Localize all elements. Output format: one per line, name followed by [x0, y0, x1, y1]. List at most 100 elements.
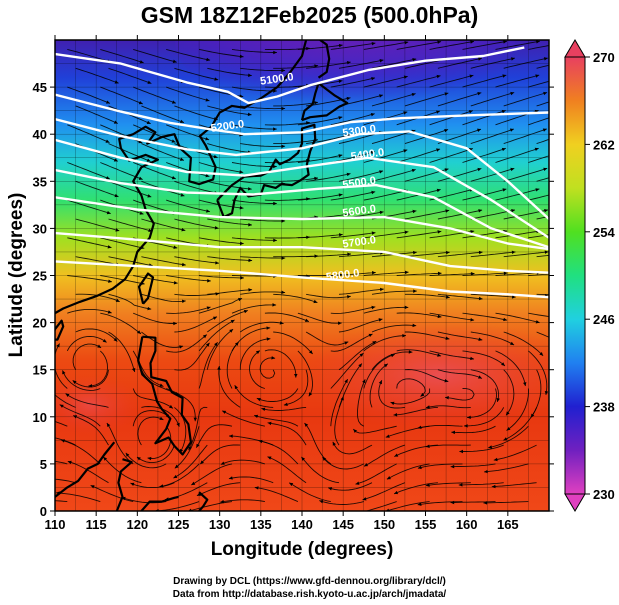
credit-drawing: Drawing by DCL (https://www.gfd-dennou.o… — [173, 576, 446, 587]
streamline — [328, 482, 373, 491]
streamline — [191, 463, 233, 486]
streamline-arrow — [248, 288, 253, 292]
streamline — [188, 406, 208, 451]
streamline — [425, 405, 471, 409]
streamline-arrow — [353, 429, 358, 433]
streamline-arrow — [202, 334, 207, 339]
streamline-arrow — [114, 193, 119, 198]
streamline-arrow — [379, 170, 384, 174]
streamline-arrow — [273, 238, 277, 243]
streamline — [273, 177, 319, 182]
streamline-arrow — [551, 115, 555, 118]
streamline — [108, 143, 151, 162]
streamline — [425, 444, 471, 448]
streamline — [174, 316, 218, 333]
streamline — [470, 92, 515, 107]
streamline-arrow — [272, 303, 277, 307]
x-tick-label: 140 — [291, 517, 313, 532]
streamline-arrow — [147, 80, 152, 84]
streamline — [198, 162, 244, 173]
streamline — [363, 444, 406, 467]
streamline-arrow — [247, 187, 252, 191]
streamline-arrow — [322, 456, 327, 461]
streamline-arrow — [48, 477, 52, 480]
streamline-arrow — [470, 40, 475, 44]
streamline — [133, 48, 177, 63]
streamline-arrow — [371, 41, 376, 46]
colorbar: 230 238 246 254 262 270 — [564, 39, 615, 512]
streamline — [264, 312, 310, 323]
streamline-arrow — [205, 342, 210, 347]
streamline-arrow — [347, 295, 351, 299]
streamline — [132, 388, 174, 409]
streamline-arrow — [506, 426, 511, 431]
streamline — [240, 143, 286, 147]
streamline-arrow — [131, 368, 136, 372]
streamline-arrow — [543, 167, 548, 172]
streamline-arrow — [48, 418, 52, 421]
height-contour-label: 5200.0 — [210, 118, 245, 135]
streamline — [338, 363, 363, 408]
streamline-arrow — [281, 68, 286, 73]
streamline — [137, 416, 164, 446]
streamline — [141, 143, 185, 161]
streamline-arrow — [393, 413, 398, 417]
streamline — [67, 308, 112, 314]
streamline — [371, 290, 417, 295]
streamline — [75, 105, 118, 124]
streamline — [195, 424, 233, 448]
streamline-arrow — [314, 64, 319, 68]
streamline — [207, 218, 252, 226]
streamline-arrow — [130, 482, 135, 487]
streamline-arrow — [239, 54, 244, 59]
streamline-arrow — [239, 170, 244, 174]
streamline-arrow — [544, 391, 549, 395]
streamline — [166, 48, 211, 61]
streamline — [239, 338, 271, 370]
streamline — [108, 180, 152, 198]
streamline — [429, 40, 475, 50]
streamline-arrow — [445, 295, 450, 299]
streamline — [330, 352, 364, 389]
streamline — [528, 312, 549, 318]
streamline-arrow — [437, 230, 442, 234]
streamline — [536, 101, 549, 107]
streamline-arrow — [212, 316, 217, 320]
height-contour-line — [55, 93, 549, 136]
streamline — [536, 64, 549, 69]
streamline-arrow — [404, 270, 409, 275]
streamline-arrow — [372, 341, 377, 345]
streamline — [231, 237, 277, 241]
streamline-arrow — [436, 148, 441, 152]
streamline — [166, 306, 211, 314]
streamline-arrow — [535, 320, 540, 324]
streamline-arrow — [469, 74, 474, 78]
streamline-arrow — [173, 321, 177, 326]
streamline-arrow — [464, 424, 468, 428]
streamline — [174, 256, 220, 264]
coastline — [55, 319, 65, 341]
streamline-arrow — [477, 128, 481, 132]
streamline-arrow — [371, 231, 376, 235]
streamline-arrow — [523, 382, 527, 387]
streamline — [470, 57, 516, 69]
colorbar-tick-label: 246 — [593, 312, 615, 327]
height-contour-label: 5500.0 — [342, 175, 377, 192]
streamline — [166, 275, 211, 282]
streamline-arrow — [213, 154, 218, 159]
streamline-arrow — [467, 415, 471, 420]
streamline — [470, 293, 516, 298]
streamline — [264, 198, 310, 201]
streamline — [363, 189, 409, 201]
streamline — [306, 293, 351, 299]
streamline — [450, 463, 496, 468]
streamline — [396, 41, 442, 50]
streamline — [174, 426, 200, 469]
streamline-arrow — [501, 147, 506, 152]
streamline-arrow — [493, 457, 498, 462]
streamline — [305, 331, 349, 346]
streamline — [88, 350, 108, 387]
streamline-arrow — [50, 499, 54, 502]
streamline-arrow — [484, 469, 488, 474]
streamline — [55, 394, 76, 408]
